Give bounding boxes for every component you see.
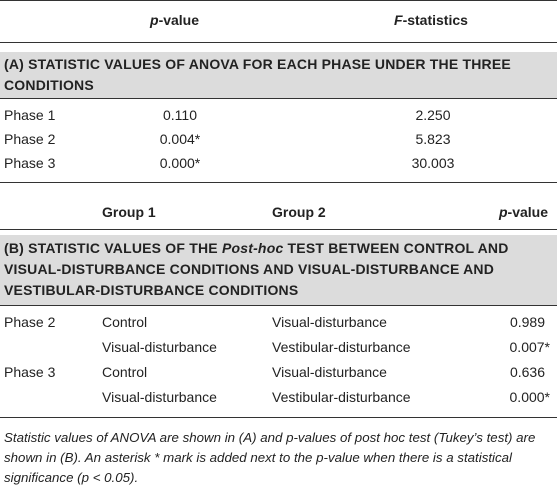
table-b-row-4-group2: Vestibular-disturbance bbox=[272, 389, 411, 405]
table-a-row-2-p: 0.004* bbox=[159, 131, 201, 147]
table-b-row-2-p: 0.007* bbox=[509, 339, 550, 355]
table-a-row-1-f: 2.250 bbox=[415, 107, 451, 123]
section-a-title: (A) STATISTIC VALUES OF ANOVA FOR EACH P… bbox=[4, 56, 511, 93]
table-b-row-3-p: 0.636 bbox=[509, 364, 545, 380]
table-a-row-3-phase: Phase 3 bbox=[4, 155, 56, 171]
table-b-row-1-group2: Visual-disturbance bbox=[272, 314, 387, 330]
section-a-band bbox=[0, 52, 557, 98]
section-b-rule bbox=[0, 305, 557, 306]
table-b-row-3-group2: Visual-disturbance bbox=[272, 364, 387, 380]
table-a-row-3-f: 30.003 bbox=[411, 155, 455, 171]
header-f-statistics: F-statistics bbox=[394, 12, 468, 28]
table-b-bottom-rule bbox=[0, 417, 557, 418]
header-rule-a bbox=[0, 42, 557, 43]
table-b-row-4-p: 0.000* bbox=[509, 389, 550, 405]
section-a-rule bbox=[0, 98, 557, 99]
table-b-row-1-phase: Phase 2 bbox=[4, 314, 56, 330]
header-group-2: Group 2 bbox=[272, 204, 326, 220]
header-p-value-b: p-value bbox=[498, 204, 548, 220]
section-b-band bbox=[0, 235, 557, 305]
top-rule bbox=[0, 0, 557, 1]
table-a-row-3-p: 0.000* bbox=[159, 155, 201, 171]
header-p-value: p-value bbox=[150, 12, 200, 28]
table-a-row-1-p: 0.110 bbox=[163, 107, 197, 123]
table-b-row-2-group1: Visual-disturbance bbox=[102, 339, 217, 355]
table-b-row-3-group1: Control bbox=[102, 364, 148, 380]
table-a-row-1-phase: Phase 1 bbox=[4, 107, 56, 123]
table-a-row-2-phase: Phase 2 bbox=[4, 131, 56, 147]
section-b-title: (B) STATISTIC VALUES OF THE Post-hoc TES… bbox=[4, 240, 509, 298]
table-b-row-1-group1: Control bbox=[102, 314, 148, 330]
table-b-row-1-p: 0.989 bbox=[509, 314, 545, 330]
table-a-bottom-rule bbox=[0, 182, 557, 183]
header-group-1: Group 1 bbox=[102, 204, 156, 220]
table-caption: Statistic values of ANOVA are shown in (… bbox=[4, 430, 536, 485]
table-b-row-4-group1: Visual-disturbance bbox=[102, 389, 217, 405]
header-rule-b bbox=[0, 229, 557, 230]
table-b-row-2-group2: Vestibular-disturbance bbox=[272, 339, 411, 355]
table-b-row-3-phase: Phase 3 bbox=[4, 364, 56, 380]
table-a-row-2-f: 5.823 bbox=[415, 131, 451, 147]
